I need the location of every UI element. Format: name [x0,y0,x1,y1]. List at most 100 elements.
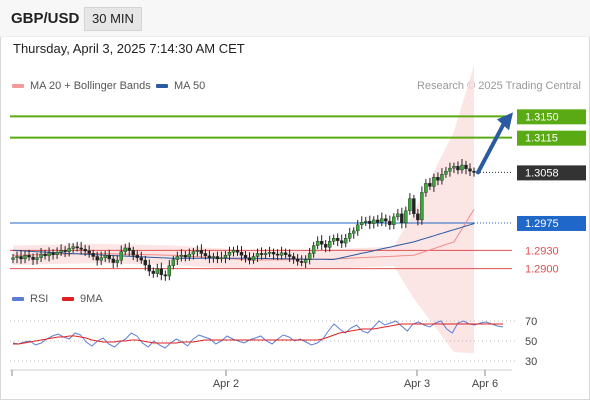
candle-body [336,238,340,241]
candle-body [319,241,324,245]
candle-body [472,170,476,173]
candle-body [115,259,119,263]
candle-body [239,252,244,256]
candle-body [187,253,192,258]
candle-body [275,253,280,256]
timeframe-button[interactable]: 30 MIN [84,7,142,31]
candle-body [171,259,176,266]
candle-body [468,168,472,172]
candle-body [71,246,75,249]
candle-body [420,192,424,221]
candle-body [311,245,316,254]
candle-body [27,255,31,258]
candle-body [163,274,168,277]
x-tick-apr6: Apr 6 [472,378,498,390]
candle-body [195,250,200,252]
level-1-3058-tag [517,165,586,181]
candle-body [396,213,400,218]
candle-body [299,261,304,263]
candle-body [263,253,268,255]
level-1-2975-tag [517,215,586,231]
legend-ma20: MA 20 + Bollinger Bands [12,80,151,92]
candle-body [91,253,95,257]
candle-body [107,255,111,260]
candle-body [147,264,151,272]
candle-body [384,218,388,222]
bollinger-band [13,65,474,354]
candle-body [47,252,51,257]
candle-body [55,252,59,255]
candles-group [11,158,476,281]
candle-body [99,257,103,261]
candle-body [376,219,380,223]
legend-9ma: 9MA [62,293,103,305]
candle-body [380,218,384,223]
candle-body [408,198,412,211]
candle-body [63,250,67,252]
candle-body [255,253,260,257]
candle-body [103,255,107,258]
level-1-3115-tag [517,130,586,146]
candle-body [11,257,15,260]
candle-body [23,255,27,260]
candle-body [295,258,300,262]
candle-body [31,256,35,260]
candle-body [360,222,364,225]
target-arrow-head [497,112,513,131]
candle-body [235,250,240,253]
credit-text: Research © 2025 Trading Central [416,80,581,92]
candle-body [279,252,284,256]
candle-body [15,256,19,258]
candle-body [352,230,356,234]
candle-body [416,213,420,221]
candle-body [207,255,212,258]
level-1-3058-label: 1.3058 [525,167,559,179]
candle-body [43,253,47,257]
candle-body [199,250,204,254]
candle-body [59,250,63,253]
rsi-tick-50: 50 [525,336,537,348]
candle-body [412,198,416,215]
ma20-swatch [12,84,24,89]
rsi-swatch [12,297,24,302]
candle-body [35,257,39,260]
rsi-9ma-line [13,323,503,345]
level-1-3115-label: 1.3115 [525,133,558,145]
legend-rsi: RSI [12,293,48,305]
level-1-2930-label: 1.2930 [525,245,559,257]
candle-body [231,250,236,253]
candle-body [51,252,55,255]
candle-body [67,248,71,252]
candle-body [444,170,448,175]
candle-body [191,251,196,255]
candle-body [307,253,312,260]
candle-body [39,253,43,258]
candle-body [392,216,396,225]
candle-body [331,238,336,242]
candle-body [456,166,460,171]
candle-body [143,259,147,266]
candle-body [123,247,127,252]
x-tick-apr2: Apr 2 [213,378,239,390]
legend-ma20-label: MA 20 + Bollinger Bands [30,80,151,92]
candle-body [267,252,272,254]
candle-body [323,244,328,248]
candle-body [111,258,115,263]
candle-body [19,256,23,260]
candle-body [291,256,296,260]
timestamp-text: Thursday, April 3, 2025 7:14:30 AM CET [13,41,245,56]
candle-body [348,233,352,239]
candle-body [283,252,288,255]
candle-body [464,164,468,169]
candle-body [327,241,332,248]
candle-body [135,255,139,258]
candle-body [83,248,87,252]
candle-body [155,268,160,274]
level-1-3150-tag [517,109,586,125]
ma50-line [12,223,475,260]
candle-body [215,256,220,260]
candle-body [388,220,392,225]
candle-body [303,259,308,263]
candle-body [340,240,344,244]
